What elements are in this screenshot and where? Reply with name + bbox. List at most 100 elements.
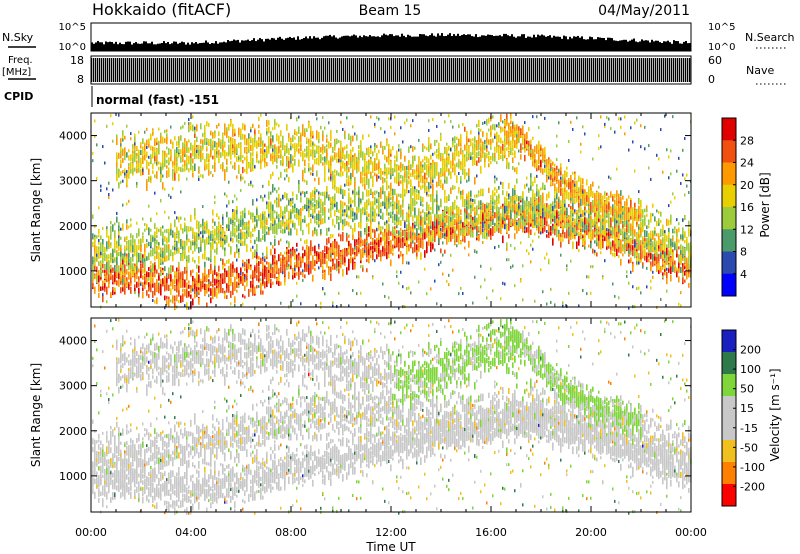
power-point — [122, 264, 124, 273]
power-point — [366, 216, 368, 221]
power-point — [354, 214, 356, 221]
power-point — [358, 239, 360, 247]
noise-bar — [555, 36, 557, 51]
power-point — [366, 149, 368, 156]
power-point — [418, 190, 420, 194]
freq-bar — [223, 58, 225, 82]
power-point — [246, 235, 248, 240]
noise-bar — [413, 36, 415, 51]
power-point — [226, 270, 228, 278]
power-point — [278, 198, 280, 207]
power-point — [322, 116, 324, 120]
noise-bar — [453, 34, 455, 51]
power-point — [138, 130, 140, 134]
power-point — [304, 191, 306, 198]
freq-bar — [105, 58, 107, 82]
power-point — [264, 233, 266, 242]
power-point — [272, 245, 274, 249]
power-point — [192, 227, 194, 235]
power-point — [388, 193, 390, 198]
power-point — [338, 147, 340, 156]
power-point — [366, 190, 368, 197]
power-point — [360, 171, 362, 179]
freq-bar — [243, 58, 245, 82]
power-point — [300, 217, 302, 222]
freq-bar — [169, 58, 171, 82]
power-point — [334, 169, 336, 174]
power-point — [348, 263, 350, 271]
power-point — [226, 238, 228, 243]
power-point — [270, 214, 272, 220]
power-point — [366, 234, 368, 241]
power-point — [440, 248, 442, 254]
noise-bar — [159, 43, 161, 51]
power-point — [420, 161, 422, 167]
power-point — [300, 192, 302, 196]
power-point — [182, 279, 184, 288]
power-point — [246, 148, 248, 152]
freq-bar — [99, 58, 101, 82]
freq-bar — [525, 58, 527, 82]
noise-bar — [411, 36, 413, 51]
power-point — [244, 222, 246, 228]
power-point — [264, 281, 266, 289]
freq-bar — [377, 58, 379, 82]
power-point — [94, 249, 96, 256]
noise-bar — [165, 43, 167, 51]
freq-bar — [523, 58, 525, 82]
power-point — [136, 271, 138, 280]
power-point — [290, 251, 292, 255]
power-point — [312, 142, 314, 146]
power-point — [402, 212, 404, 221]
power-point — [256, 157, 258, 163]
power-point — [278, 214, 280, 218]
power-point — [228, 284, 230, 293]
power-point — [344, 183, 346, 187]
power-point — [352, 258, 354, 264]
power-point — [428, 204, 430, 211]
power-point — [374, 234, 376, 238]
power-point — [394, 165, 396, 170]
freq-bar — [351, 58, 353, 82]
power-point — [190, 214, 192, 222]
power-point — [94, 263, 96, 272]
power-point — [390, 152, 392, 157]
power-point — [388, 217, 390, 223]
power-point — [270, 264, 272, 268]
power-point — [386, 202, 388, 208]
power-point — [230, 148, 232, 156]
power-point — [372, 228, 374, 233]
power-point — [354, 247, 356, 252]
power-point — [244, 147, 246, 154]
power-point — [128, 240, 130, 245]
freq-bar — [455, 58, 457, 82]
power-point — [346, 210, 348, 214]
power-point — [398, 237, 400, 243]
power-point — [148, 255, 150, 261]
power-point — [218, 276, 220, 280]
power-point — [382, 188, 384, 195]
power-point — [134, 133, 136, 137]
power-point — [188, 246, 190, 253]
power-point — [128, 162, 130, 166]
power-point — [140, 270, 142, 277]
power-point — [278, 124, 280, 128]
power-point — [264, 149, 266, 153]
power-point — [142, 217, 144, 221]
freq-bar — [317, 58, 319, 82]
power-point — [378, 239, 380, 248]
power-point — [208, 162, 210, 170]
power-point — [418, 167, 420, 176]
power-point — [274, 217, 276, 223]
power-point — [194, 235, 196, 243]
freq-bar — [343, 58, 345, 82]
power-point — [240, 133, 242, 140]
noise-bar — [301, 38, 303, 51]
power-point — [180, 223, 182, 231]
power-point — [442, 163, 444, 171]
power-point — [308, 162, 310, 167]
power-point — [156, 297, 158, 305]
power-point — [262, 220, 264, 225]
power-point — [358, 231, 360, 239]
power-point — [130, 154, 132, 162]
